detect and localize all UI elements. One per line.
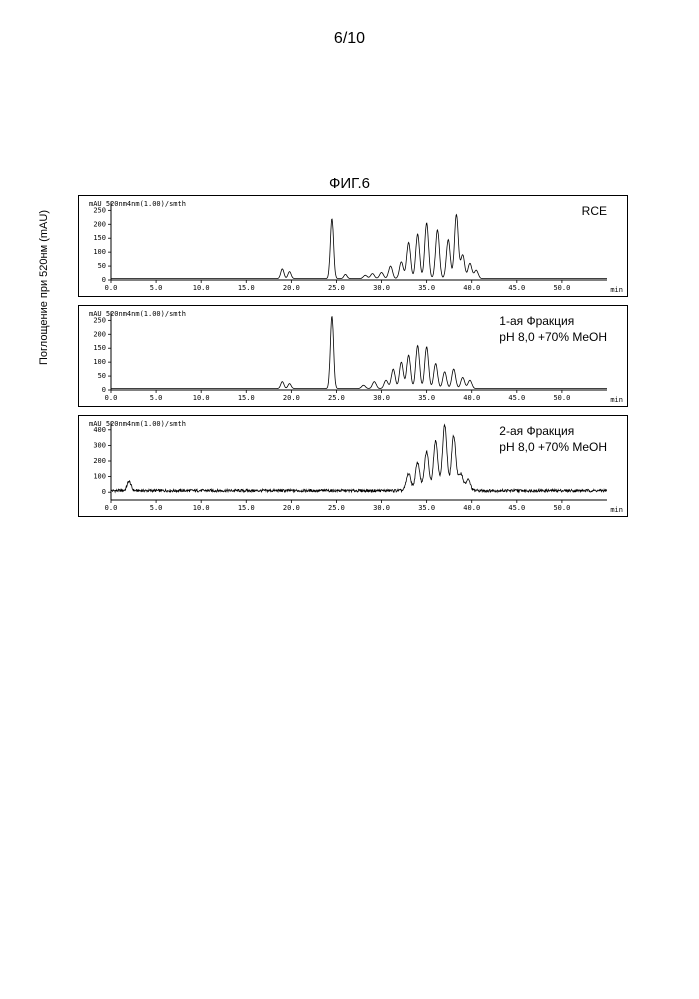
svg-text:0.0: 0.0 (105, 394, 118, 402)
svg-text:200: 200 (93, 330, 106, 338)
svg-text:40.0: 40.0 (463, 504, 480, 512)
svg-text:45.0: 45.0 (508, 504, 525, 512)
svg-text:15.0: 15.0 (238, 394, 255, 402)
svg-text:50.0: 50.0 (553, 284, 570, 292)
svg-text:40.0: 40.0 (463, 394, 480, 402)
panel-info-text: mAU 520nm4nm(1.00)/smth (89, 310, 186, 318)
svg-text:300: 300 (93, 441, 106, 449)
x-axis-unit: min (610, 396, 623, 404)
svg-text:35.0: 35.0 (418, 394, 435, 402)
svg-text:35.0: 35.0 (418, 284, 435, 292)
panel-label-frac2: 2-ая Фракция pH 8,0 +70% MeOH (499, 424, 607, 455)
svg-text:50.0: 50.0 (553, 394, 570, 402)
svg-text:30.0: 30.0 (373, 504, 390, 512)
svg-text:15.0: 15.0 (238, 284, 255, 292)
svg-text:20.0: 20.0 (283, 504, 300, 512)
chart-panel-rce: 050100150200250 0.05.010.015.020.025.030… (78, 195, 628, 297)
svg-text:5.0: 5.0 (150, 284, 163, 292)
svg-text:0: 0 (102, 276, 106, 284)
x-axis-unit: min (610, 286, 623, 294)
svg-text:25.0: 25.0 (328, 504, 345, 512)
svg-text:15.0: 15.0 (238, 504, 255, 512)
svg-text:10.0: 10.0 (193, 504, 210, 512)
svg-text:50: 50 (98, 372, 106, 380)
svg-text:200: 200 (93, 457, 106, 465)
charts-container: 050100150200250 0.05.010.015.020.025.030… (78, 195, 626, 525)
chart-panel-frac1: 050100150200250 0.05.010.015.020.025.030… (78, 305, 628, 407)
panel-info-text: mAU 520nm4nm(1.00)/smth (89, 200, 186, 208)
svg-text:150: 150 (93, 344, 106, 352)
svg-text:45.0: 45.0 (508, 284, 525, 292)
svg-text:0.0: 0.0 (105, 284, 118, 292)
svg-text:20.0: 20.0 (283, 394, 300, 402)
panel-label-rce: RCE (582, 204, 607, 220)
svg-text:50: 50 (98, 262, 106, 270)
svg-text:50.0: 50.0 (553, 504, 570, 512)
y-axis-label: Поглощение при 520нм (mAU) (38, 210, 50, 365)
svg-text:30.0: 30.0 (373, 394, 390, 402)
svg-text:25.0: 25.0 (328, 284, 345, 292)
svg-text:35.0: 35.0 (418, 504, 435, 512)
page: 6/10 ФИГ.6 Поглощение при 520нм (mAU) 0 5… (0, 0, 699, 999)
panel-info-text: mAU 520nm4nm(1.00)/smth (89, 420, 186, 428)
svg-text:25.0: 25.0 (328, 394, 345, 402)
svg-text:45.0: 45.0 (508, 394, 525, 402)
svg-text:0.0: 0.0 (105, 504, 118, 512)
chart-panel-frac2: 0100200300400 0.05.010.015.020.025.030.0… (78, 415, 628, 517)
svg-text:10.0: 10.0 (193, 284, 210, 292)
x-axis-unit: min (610, 506, 623, 514)
svg-text:200: 200 (93, 220, 106, 228)
svg-text:100: 100 (93, 248, 106, 256)
panel-label-frac1: 1-ая Фракция pH 8,0 +70% MeOH (499, 314, 607, 345)
page-number: 6/10 (0, 30, 699, 48)
figure-title: ФИГ.6 (0, 175, 699, 192)
svg-text:150: 150 (93, 234, 106, 242)
svg-text:30.0: 30.0 (373, 284, 390, 292)
svg-text:40.0: 40.0 (463, 284, 480, 292)
svg-text:20.0: 20.0 (283, 284, 300, 292)
svg-text:10.0: 10.0 (193, 394, 210, 402)
svg-text:5.0: 5.0 (150, 394, 163, 402)
svg-text:5.0: 5.0 (150, 504, 163, 512)
svg-text:100: 100 (93, 358, 106, 366)
svg-text:0: 0 (102, 488, 106, 496)
svg-text:100: 100 (93, 473, 106, 481)
svg-text:0: 0 (102, 386, 106, 394)
